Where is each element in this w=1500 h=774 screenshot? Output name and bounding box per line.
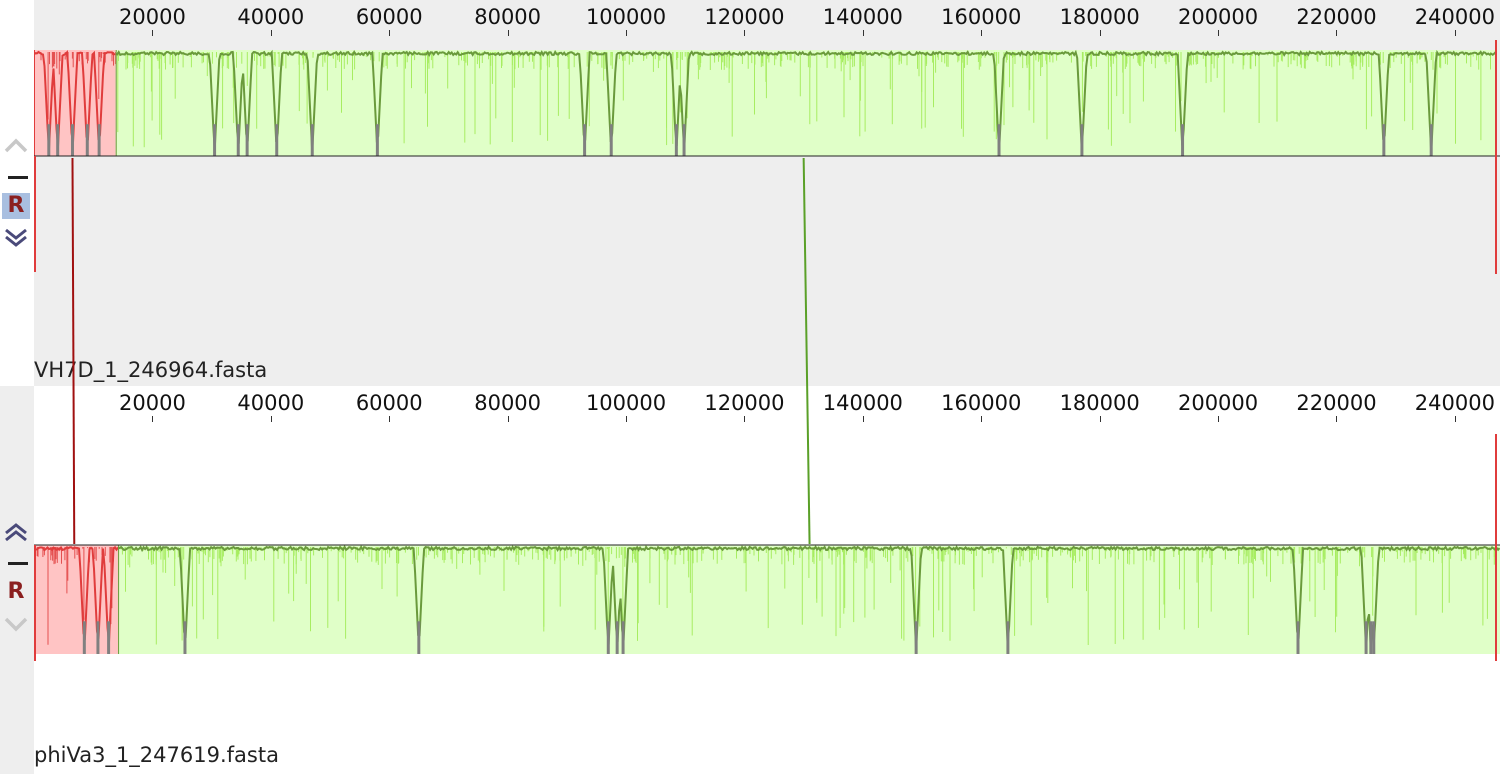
lcb-track-2[interactable] [34, 386, 1500, 774]
coordinate-ruler-1: 20000 40000 60000 80000 100000 120000 140000 16… [34, 0, 1500, 36]
similarity-profile [115, 49, 1497, 153]
ruler-tick-mark [1218, 30, 1220, 36]
ruler-tick-label: 240000 [1414, 391, 1495, 415]
ruler-tick-mark [270, 30, 272, 36]
ruler-tick-label: 80000 [474, 391, 542, 415]
ruler-tick-label: 140000 [822, 5, 903, 29]
reverse-label: R [7, 193, 25, 218]
up-chevron-icon [5, 523, 27, 542]
ruler-tick-label: 120000 [704, 5, 785, 29]
ruler-tick-mark [1218, 416, 1220, 422]
ruler-tick-label: 100000 [585, 5, 667, 29]
ruler-tick-label: 220000 [1296, 391, 1377, 415]
coordinate-ruler-2: 20000 40000 60000 80000 100000 120000 140000 16… [34, 386, 1500, 422]
lcb-block-green[interactable] [115, 50, 1497, 156]
move-up-button[interactable] [2, 519, 30, 545]
ruler-tick-mark [981, 416, 983, 422]
reverse-button[interactable]: R [2, 579, 30, 605]
reverse-label: R [7, 579, 25, 604]
ruler-tick-mark [626, 30, 628, 36]
minus-icon [8, 175, 28, 179]
ruler-tick-label: 240000 [1414, 5, 1495, 29]
move-down-button[interactable] [2, 225, 30, 251]
ruler-tick-mark [744, 30, 746, 36]
ruler-tick-label: 140000 [822, 391, 903, 415]
down-chevron-icon [4, 617, 28, 632]
lcb-track-1[interactable] [34, 0, 1500, 386]
ruler-tick-mark [507, 416, 509, 422]
ruler-tick-label: 20000 [119, 391, 186, 415]
ruler-tick-label: 60000 [355, 5, 423, 29]
ruler-tick-mark [626, 416, 628, 422]
ruler-tick-mark [1454, 30, 1456, 36]
genome-panel-2: R 20000 40000 60000 80000 100000 120000 140000… [0, 386, 1500, 774]
ruler-tick-mark [862, 416, 864, 422]
sequence-name-1: VH7D_1_246964.fasta [34, 358, 268, 382]
ruler-tick-mark [744, 416, 746, 422]
ruler-tick-mark [152, 30, 154, 36]
up-chevron-icon [4, 138, 28, 153]
sequence-name-2: phiVa3_1_247619.fasta [34, 743, 279, 767]
ruler-tick-label: 220000 [1296, 5, 1377, 29]
ruler-tick-mark [389, 30, 391, 36]
ruler-tick-label: 40000 [237, 391, 305, 415]
genome-panel-1: R 20000 40000 60000 80000 100000 120000 140000… [0, 0, 1500, 386]
ruler-tick-label: 120000 [704, 391, 785, 415]
ruler-tick-label: 200000 [1177, 5, 1259, 29]
genome-controls-1: R [0, 0, 34, 386]
ruler-tick-label: 160000 [941, 5, 1022, 29]
ruler-tick-mark [152, 416, 154, 422]
down-chevron-icon [5, 228, 27, 247]
ruler-tick-label: 60000 [355, 391, 423, 415]
ruler-tick-label: 180000 [1059, 391, 1140, 415]
move-up-button[interactable] [2, 133, 30, 159]
ruler-tick-mark [1336, 30, 1338, 36]
hide-genome-button[interactable] [2, 550, 30, 576]
ruler-tick-label: 180000 [1059, 5, 1140, 29]
ruler-tick-label: 160000 [941, 391, 1022, 415]
ruler-tick-mark [507, 30, 509, 36]
move-down-button[interactable] [2, 611, 30, 637]
ruler-tick-label: 100000 [585, 391, 667, 415]
hide-genome-button[interactable] [2, 164, 30, 190]
ruler-tick-mark [862, 30, 864, 36]
ruler-tick-mark [981, 30, 983, 36]
reverse-button[interactable]: R [2, 193, 30, 219]
ruler-tick-mark [270, 416, 272, 422]
ruler-tick-mark [389, 416, 391, 422]
ruler-tick-label: 40000 [237, 5, 305, 29]
ruler-tick-mark [1336, 416, 1338, 422]
similarity-profile [117, 544, 1500, 651]
similarity-profile [34, 545, 119, 643]
ruler-tick-mark [1099, 30, 1101, 36]
genome-view-1[interactable]: 20000 40000 60000 80000 100000 120000 140000 16… [34, 0, 1500, 386]
ruler-tick-mark [1454, 416, 1456, 422]
genome-view-2[interactable]: 20000 40000 60000 80000 100000 120000 140000 16… [34, 386, 1500, 774]
minus-icon [8, 561, 28, 565]
ruler-tick-label: 80000 [474, 5, 542, 29]
ruler-tick-label: 20000 [119, 5, 186, 29]
ruler-tick-mark [1099, 416, 1101, 422]
ruler-tick-label: 200000 [1177, 391, 1259, 415]
genome-controls-2: R [0, 386, 34, 774]
